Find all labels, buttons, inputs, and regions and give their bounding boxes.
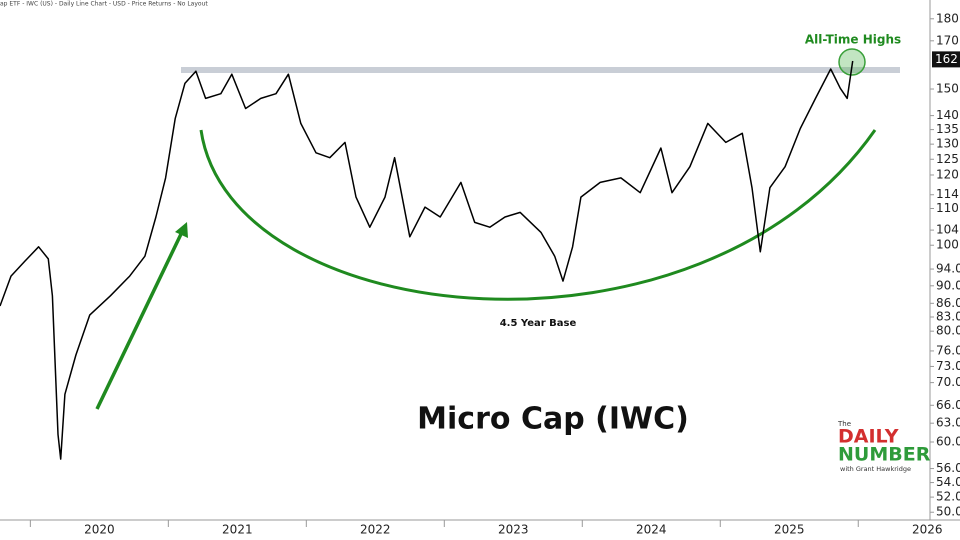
y-tick-label: 52.00 [936, 490, 960, 504]
y-tick-label: 80.00 [936, 324, 960, 338]
y-tick-label: 130.00 [936, 137, 960, 151]
trend-arrow [95, 231, 184, 410]
y-tick-label: 70.00 [936, 375, 960, 389]
y-tick-label: 76.00 [936, 343, 960, 357]
y-tick-label: 104.00 [936, 223, 960, 237]
y-tick-label: 90.00 [936, 278, 960, 292]
x-tick-label: 2022 [360, 523, 391, 537]
chart-title: Micro Cap (IWC) [417, 402, 689, 437]
y-tick-label: 50.00 [936, 505, 960, 519]
y-tick-label: 94.00 [936, 262, 960, 276]
y-tick-label: 54.00 [936, 475, 960, 489]
subtitle: ap ETF - IWC (US) - Daily Line Chart - U… [0, 1, 208, 8]
y-tick-label: 60.00 [936, 434, 960, 448]
y-tick-label: 125.00 [936, 152, 960, 166]
y-tick-label: 120.00 [936, 167, 960, 181]
price-line [0, 60, 854, 460]
y-tick-label: 170.00 [936, 33, 960, 47]
logo: The DAILY NUMBER with Grant Hawkridge [837, 420, 931, 473]
y-tick-label: 56.00 [936, 461, 960, 475]
y-tick-label: 114.00 [936, 187, 960, 201]
y-tick-label: 66.00 [936, 398, 960, 412]
y-tick-label: 86.00 [936, 296, 960, 310]
x-tick-label: 2023 [498, 523, 529, 537]
y-tick-label: 140.00 [936, 108, 960, 122]
x-tick-label: 2026 [912, 523, 943, 537]
y-tick-label: 100.00 [936, 238, 960, 252]
x-tick-label: 2020 [84, 523, 115, 537]
price-tag-label: 162 [935, 52, 958, 66]
y-tick-label: 135.00 [936, 122, 960, 136]
logo-text: The [837, 420, 851, 428]
resistance-band [181, 67, 900, 73]
x-tick-label: 2025 [774, 523, 805, 537]
arrow-head [175, 222, 188, 238]
logo-text: DAILY [838, 426, 899, 448]
logo-text: NUMBER [838, 444, 931, 466]
y-tick-label: 63.00 [936, 416, 960, 430]
annotation: All-Time Highs [805, 33, 901, 47]
base-arc [199, 129, 877, 301]
x-tick-label: 2021 [222, 523, 253, 537]
annotation: 4.5 Year Base [500, 318, 577, 329]
logo-text: with Grant Hawkridge [840, 465, 911, 473]
y-tick-label: 73.00 [936, 359, 960, 373]
y-tick-label: 150.00 [936, 82, 960, 96]
price-tag [932, 51, 960, 68]
x-tick-label: 2024 [636, 523, 667, 537]
y-tick-label: 83.00 [936, 309, 960, 323]
y-tick-label: 180.00 [936, 11, 960, 25]
y-tick-label: 110.00 [936, 201, 960, 215]
